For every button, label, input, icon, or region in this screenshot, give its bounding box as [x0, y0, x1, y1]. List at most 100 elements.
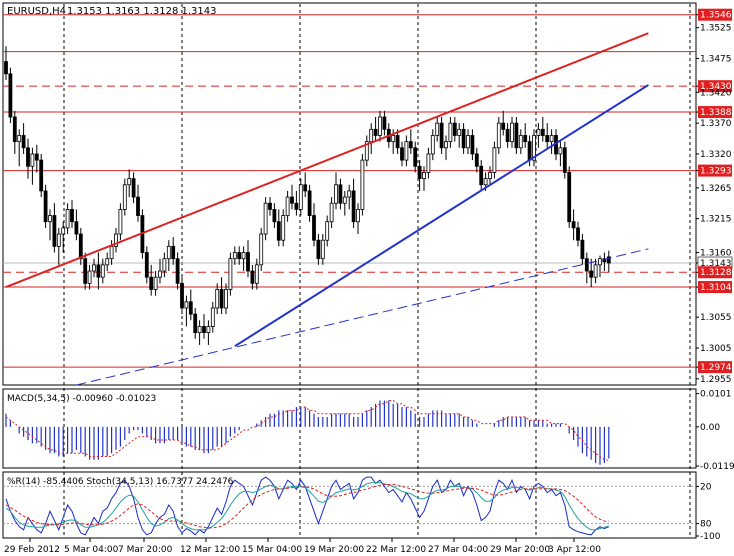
- candle-body-49: [219, 289, 224, 309]
- candle-body-126: [558, 147, 563, 155]
- candle-body-62: [276, 221, 281, 241]
- candle-body-44: [197, 326, 202, 334]
- candle-body-64: [285, 196, 290, 216]
- candle-body-117: [518, 135, 523, 149]
- price-tick-label-18: 1.2955: [700, 375, 732, 385]
- candle-body-101: [448, 122, 453, 143]
- candle-body-95: [422, 172, 426, 179]
- price-level-box-3: [698, 80, 732, 93]
- candle-body-19: [87, 270, 92, 284]
- candle-body-66: [294, 202, 299, 210]
- candle-body-29: [131, 178, 136, 198]
- trendline-blue-rising-support: [234, 84, 649, 348]
- macd-panel-border: [2, 388, 697, 469]
- candle-body-81: [360, 159, 365, 210]
- price-tick-label-4: 1.3420: [700, 88, 732, 98]
- candle-body-23: [105, 258, 110, 266]
- candle-body-59: [263, 202, 268, 235]
- price-tick-label-9: 1.3265: [700, 184, 732, 194]
- price-panel[interactable]: EURUSD,H4 1.3153 1.3163 1.3128 1.3143: [2, 2, 697, 386]
- candle-body-96: [426, 153, 431, 173]
- macd-tick-label-2: -0.0119: [700, 462, 734, 472]
- macd-series: [5, 400, 610, 465]
- price-tick-label-11: 1.3160: [700, 249, 732, 259]
- time-label-1: 5 Mar 04:00: [64, 545, 119, 555]
- candle-body-84: [373, 128, 378, 136]
- osc-tick-label-0: 20: [700, 482, 712, 492]
- price-level-box-0: [698, 8, 732, 21]
- candle-body-122: [540, 128, 545, 136]
- williams-r-line: [5, 476, 609, 536]
- time-label-9: 3 Apr 12:00: [548, 545, 601, 555]
- candle-body-0: [4, 61, 8, 75]
- oscillator-panel-border: [2, 471, 697, 539]
- candle-body-8: [39, 159, 44, 192]
- candle-body-115: [510, 122, 514, 143]
- time-axis: 29 Feb 2012 5 Mar 04:00 7 Mar 20:00 12 Mar …: [4, 538, 601, 555]
- candle-body-20: [92, 264, 96, 272]
- vertical-grid: [63, 4, 691, 537]
- candle-body-105: [466, 135, 470, 149]
- candle-body-58: [259, 233, 264, 266]
- stoch-signal-line: [5, 484, 609, 529]
- candle-body-43: [193, 313, 198, 334]
- price-level-label-13: 1.3128: [700, 268, 732, 278]
- price-axis: 1.35461.35251.34751.34301.34201.33881.33…: [696, 8, 733, 385]
- candle-body-36: [162, 258, 167, 272]
- candle-body-32: [144, 252, 149, 278]
- candle-body-65: [290, 196, 294, 204]
- candle-body-24: [109, 245, 114, 260]
- candle-body-88: [391, 135, 396, 143]
- candle-body-41: [184, 301, 189, 309]
- candle-body-124: [549, 135, 554, 143]
- candle-body-45: [202, 326, 206, 334]
- candle-body-38: [171, 245, 176, 260]
- trendline-blue-dashed-support: [76, 248, 649, 386]
- candle-body-72: [320, 239, 325, 260]
- candle-body-7: [34, 153, 39, 161]
- candle-body-91: [404, 141, 409, 161]
- candle-body-83: [369, 128, 374, 143]
- candle-body-69: [307, 190, 312, 216]
- candle-body-123: [545, 135, 550, 143]
- price-level-box-13: [698, 266, 732, 279]
- osc-tick-label-1: -100: [700, 532, 721, 542]
- candlestick-series: [4, 46, 611, 345]
- candle-body-5: [26, 147, 30, 167]
- candle-body-102: [452, 122, 457, 136]
- candle-body-26: [118, 209, 123, 235]
- candle-body-35: [158, 270, 162, 278]
- macd-signal-line: [5, 400, 609, 461]
- price-tick-label-1: 1.3525: [700, 24, 732, 34]
- candle-body-107: [474, 153, 479, 167]
- candle-body-93: [413, 147, 418, 167]
- time-label-0: 29 Feb 2012: [4, 545, 60, 555]
- time-label-8: 29 Mar 20:00: [490, 545, 550, 555]
- candle-body-90: [400, 147, 404, 161]
- candle-body-131: [580, 239, 585, 260]
- macd-panel[interactable]: MACD(5,34,5) -0.00960 -0.01023: [2, 388, 697, 469]
- macd-tick-label-1: 0.00: [700, 423, 720, 433]
- oscillator-panel[interactable]: %R(14) -85.4406 Stoch(34,5,13) 16.7377 2…: [2, 471, 697, 539]
- candle-body-129: [571, 221, 576, 229]
- macd-header-label: MACD(5,34,5) -0.00960 -0.01023: [7, 394, 156, 404]
- price-tick-label-10: 1.3215: [700, 215, 732, 225]
- candle-body-128: [567, 172, 572, 223]
- candle-body-46: [206, 326, 211, 334]
- candle-body-54: [241, 252, 246, 260]
- price-tick-label-16: 1.3005: [700, 344, 732, 354]
- candle-body-75: [334, 184, 338, 204]
- candle-body-48: [215, 289, 220, 309]
- candle-body-1: [8, 73, 13, 118]
- time-label-5: 19 Mar 20:00: [304, 545, 364, 555]
- candle-body-71: [316, 239, 321, 260]
- time-label-3: 12 Mar 12:00: [180, 545, 240, 555]
- candle-body-63: [281, 215, 286, 241]
- candle-body-70: [312, 215, 316, 241]
- candle-body-40: [180, 282, 184, 309]
- candle-body-86: [382, 116, 387, 130]
- candle-body-68: [303, 184, 308, 192]
- candle-body-11: [52, 215, 57, 247]
